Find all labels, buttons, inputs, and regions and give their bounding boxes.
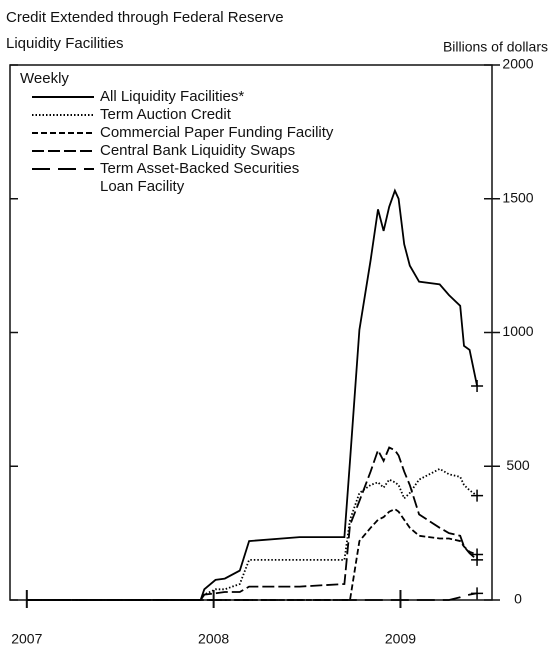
series-line [26, 446, 478, 601]
end-marker [471, 587, 484, 600]
legend-label: All Liquidity Facilities* [100, 88, 245, 105]
y-tick-label: 1500 [502, 189, 533, 205]
legend-item: Term Auction Credit [20, 106, 333, 124]
chart-title: Credit Extended through Federal Reserve [6, 9, 284, 26]
end-marker [471, 380, 484, 392]
legend-label: Term Auction Credit [100, 106, 231, 123]
legend-swatch [32, 114, 94, 116]
legend-swatch [32, 168, 94, 170]
legend-item: Central Bank Liquidity Swaps [20, 142, 333, 160]
legend: Weekly All Liquidity Facilities* Term Auc… [20, 70, 333, 196]
y-tick-label: 1000 [502, 323, 533, 339]
legend-title: Weekly [20, 70, 69, 87]
y-tick-label: 500 [506, 457, 530, 473]
legend-swatch [32, 132, 94, 134]
legend-swatch [32, 150, 94, 152]
x-tick-label: 2007 [11, 631, 42, 647]
series-line [26, 467, 478, 601]
series-line [26, 592, 478, 601]
x-tick-label: 2008 [198, 631, 229, 647]
y-tick-label: 0 [514, 591, 522, 607]
legend-label: Commercial Paper Funding Facility [100, 124, 334, 141]
end-marker [471, 489, 484, 502]
legend-label: Term Asset-Backed Securities Loan Facili… [100, 160, 300, 195]
legend-item: Term Asset-Backed Securities Loan Facili… [20, 160, 333, 196]
series-line [26, 188, 478, 601]
end-marker [471, 553, 484, 566]
y-tick-label: 2000 [502, 56, 533, 72]
legend-item: Commercial Paper Funding Facility [20, 124, 333, 142]
x-tick-label: 2009 [385, 631, 416, 647]
legend-label: Central Bank Liquidity Swaps [100, 142, 296, 159]
series-line [26, 508, 478, 601]
chart-subtitle: Liquidity Facilities [6, 35, 124, 52]
legend-swatch [32, 96, 94, 98]
y-axis-label: Billions of dollars [443, 39, 548, 55]
legend-item: All Liquidity Facilities* [20, 88, 333, 106]
